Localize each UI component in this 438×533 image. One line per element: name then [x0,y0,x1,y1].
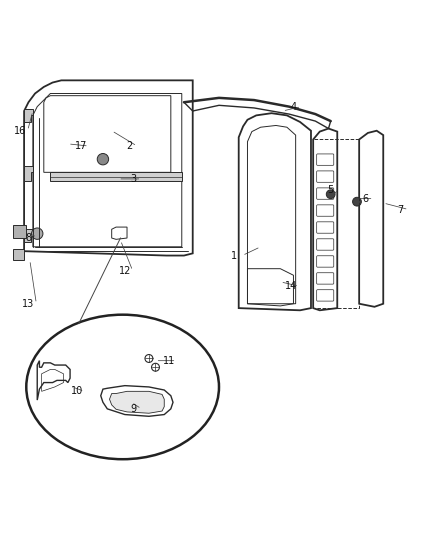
Text: 3: 3 [131,174,137,184]
Text: 1: 1 [231,251,237,261]
Polygon shape [24,109,33,122]
Text: 12: 12 [119,266,131,276]
Circle shape [353,197,361,206]
Text: 5: 5 [328,185,334,195]
Text: 8: 8 [25,233,32,243]
Text: 14: 14 [285,281,297,291]
Circle shape [97,154,109,165]
Polygon shape [24,229,33,243]
Text: 16: 16 [14,126,26,136]
Text: 17: 17 [75,141,87,151]
Text: 9: 9 [131,404,137,414]
Text: 2: 2 [126,141,132,151]
Text: 4: 4 [290,102,297,111]
Polygon shape [13,249,24,260]
Polygon shape [13,225,26,238]
Circle shape [326,190,335,199]
Text: 13: 13 [22,298,35,309]
Polygon shape [50,172,182,181]
Text: 6: 6 [363,193,369,204]
Text: 10: 10 [71,386,83,397]
Text: 11: 11 [162,356,175,366]
Circle shape [32,228,43,239]
Text: 7: 7 [398,205,404,215]
Polygon shape [24,166,33,181]
Polygon shape [110,391,164,413]
